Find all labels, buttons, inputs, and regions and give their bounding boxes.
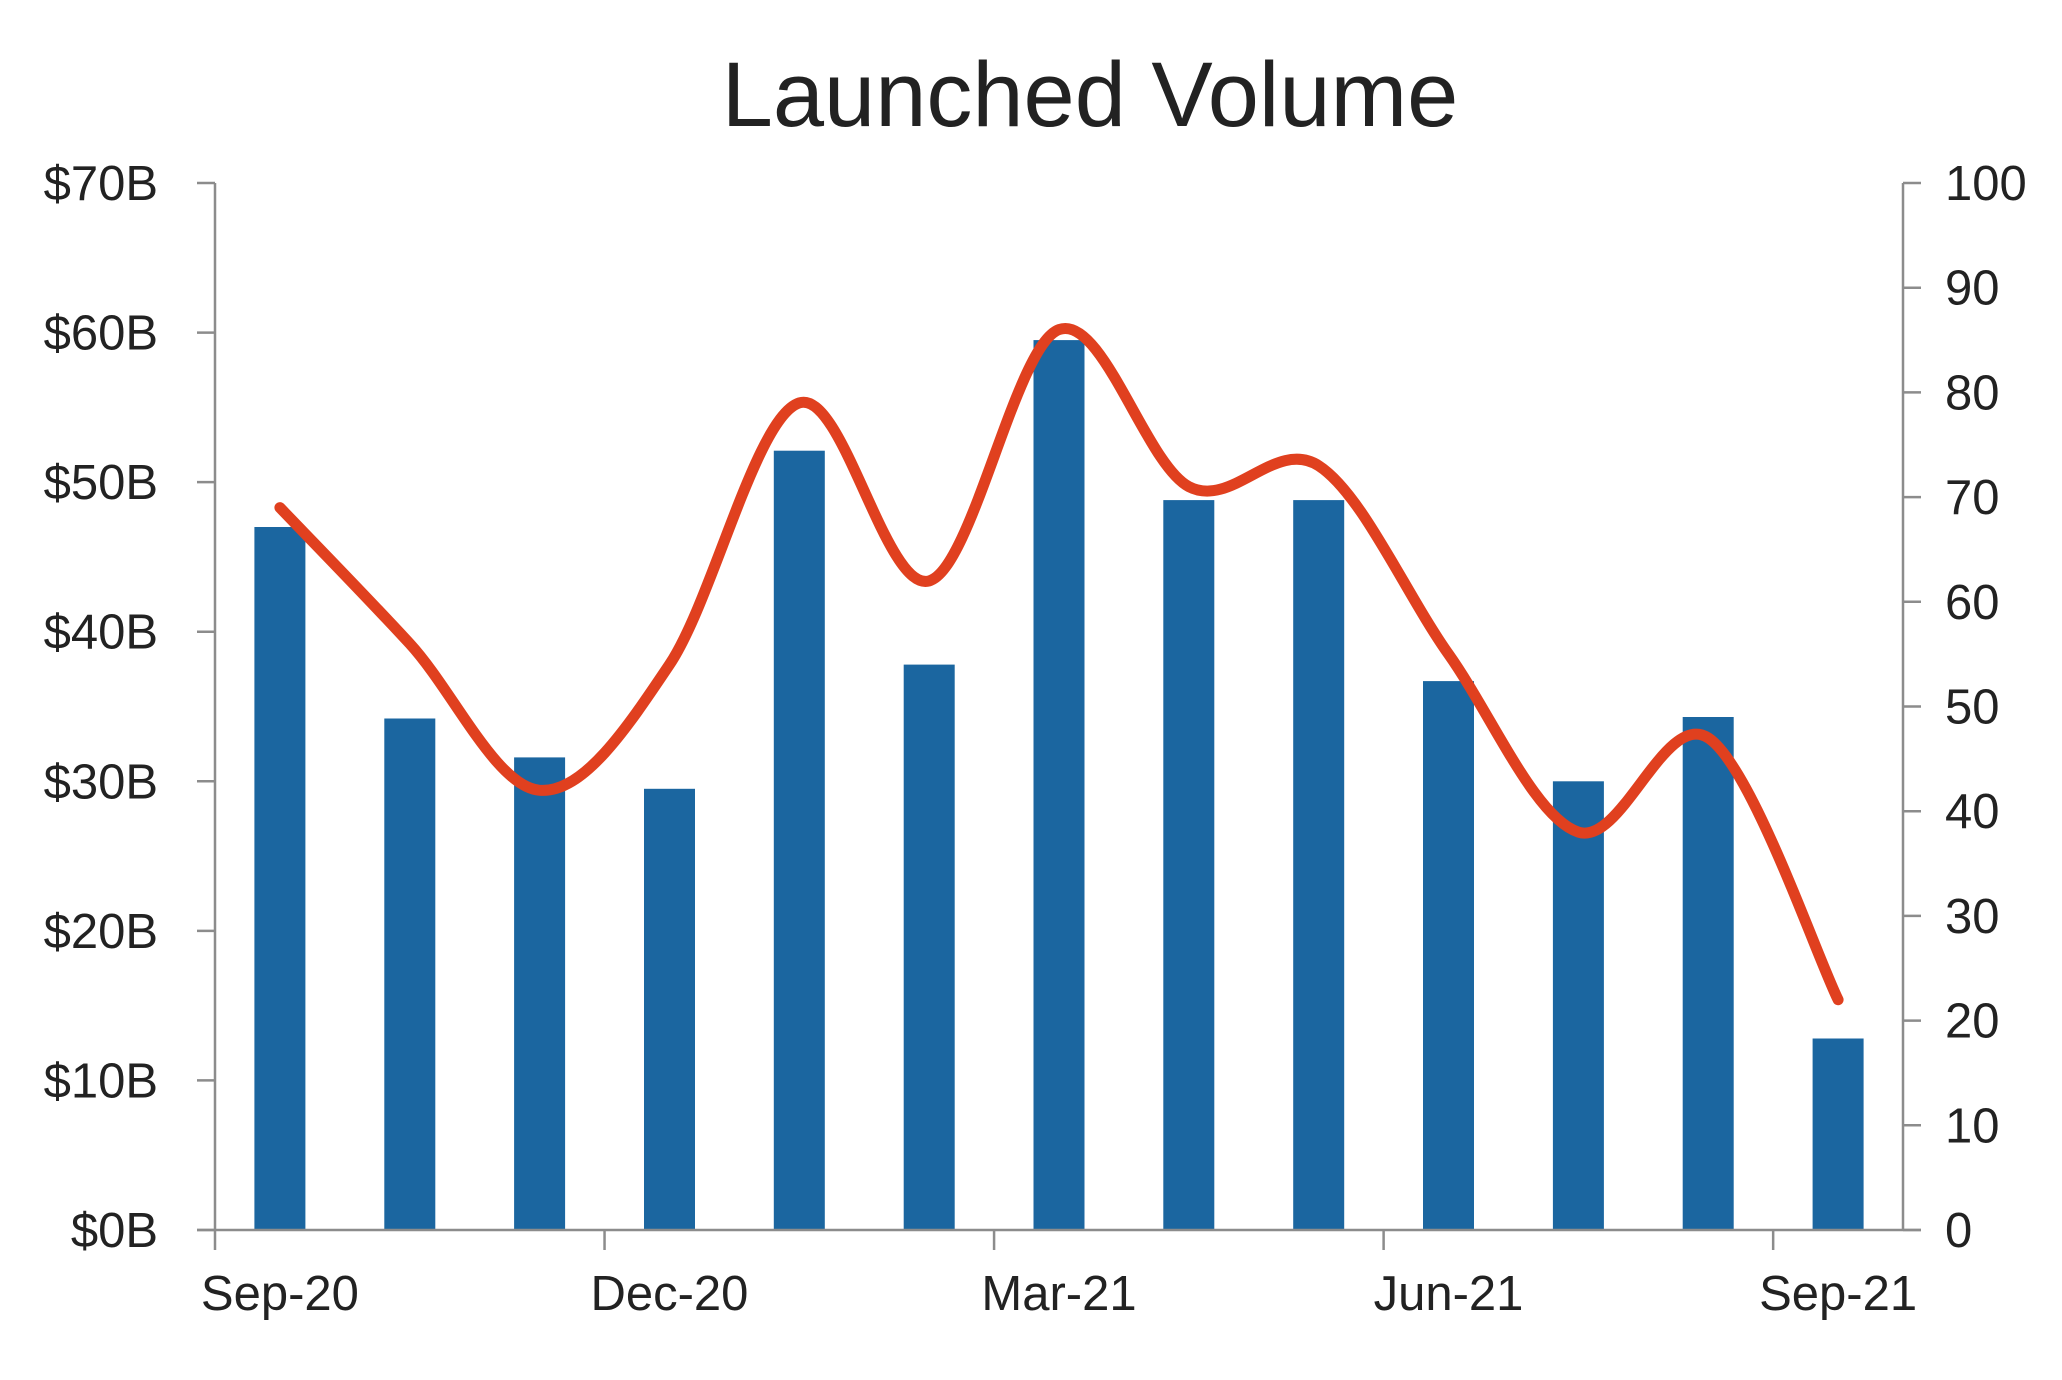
right-tick-label: 80 [1945,366,2000,420]
line-layer [274,323,1844,1006]
line-point-Jun-21 [1448,653,1449,655]
right-tick-label: 0 [1945,1204,1972,1258]
left-tick-label: $20B [44,905,158,959]
right-tick-label: 90 [1945,262,2000,316]
right-tick-label: 40 [1945,785,2000,839]
bar-Nov-20 [514,757,566,1230]
x-tick-label: Sep-21 [1759,1267,1917,1321]
right-tick-label: 50 [1945,681,2000,735]
left-tick-label: $70B [44,157,158,211]
bar-Aug-21 [1682,717,1734,1230]
line-point-Sep-21 [1837,999,1839,1001]
left-tick-label: $10B [44,1054,158,1108]
x-tick-label: Jun-21 [1374,1267,1524,1321]
bar-Jan-21 [773,450,825,1230]
line-point-Mar-21 [1058,329,1060,331]
bar-Apr-21 [1163,500,1215,1231]
line-point-May-21 [1318,465,1320,467]
line-point-Aug-21 [1707,737,1709,739]
line-point-Nov-20 [539,789,541,791]
right-tick-label: 10 [1945,1099,2000,1153]
line-point-Apr-21 [1188,486,1190,488]
right-tick-label: 100 [1945,157,2027,211]
right-tick-label: 20 [1945,995,2000,1049]
bar-Sep-20 [254,527,306,1230]
left-tick-label: $40B [44,606,158,660]
left-tick-label: $30B [44,755,158,809]
x-tick-label: Mar-21 [981,1267,1136,1321]
bar-May-21 [1293,500,1345,1231]
line-point-Dec-20 [669,664,670,666]
bar-Dec-20 [644,788,695,1230]
line-point-Jan-21 [798,402,800,404]
left-tick-label: $0B [71,1204,158,1258]
axes-layer: $0B $10B $20B $30B $40B $50B $60B $70B 0 10 20 30 40… [44,157,2027,1321]
line-point-Sep-20 [279,507,281,509]
bar-Oct-20 [384,718,436,1230]
bars-layer [254,340,1864,1231]
left-tick-label: $50B [44,456,158,510]
x-tick-label: Sep-20 [201,1267,359,1321]
bar-Jun-21 [1423,681,1474,1230]
bar-Jul-21 [1552,781,1604,1230]
right-tick-label: 60 [1945,576,2000,630]
line-point-Feb-21 [928,580,930,582]
bar-Mar-21 [1033,340,1085,1231]
x-tick-label: Dec-20 [590,1267,748,1321]
right-tick-label: 30 [1945,890,2000,944]
right-tick-label: 70 [1945,471,2000,525]
left-tick-label: $60B [44,307,158,361]
bar-Feb-21 [903,664,955,1230]
line-point-Oct-20 [409,643,411,645]
line-point-Jul-21 [1577,831,1579,833]
chart-title: Launched Volume [722,44,1459,146]
bar-Sep-21 [1812,1038,1864,1230]
